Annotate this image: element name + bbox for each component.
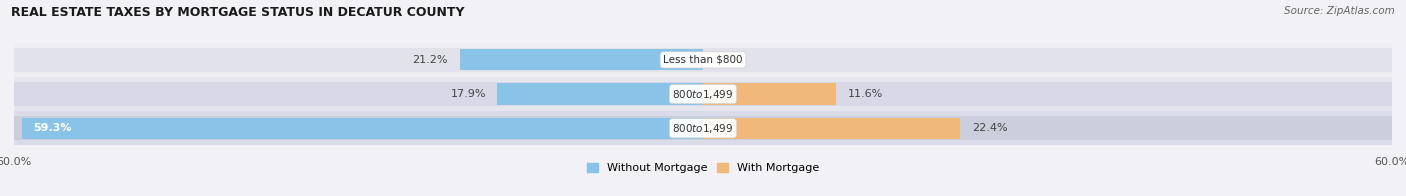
- Bar: [14, 43, 1392, 77]
- Text: 0.0%: 0.0%: [714, 55, 742, 65]
- Text: Source: ZipAtlas.com: Source: ZipAtlas.com: [1284, 6, 1395, 16]
- Text: 22.4%: 22.4%: [972, 123, 1007, 133]
- Text: $800 to $1,499: $800 to $1,499: [672, 122, 734, 135]
- Bar: [14, 82, 1392, 106]
- Text: 17.9%: 17.9%: [450, 89, 486, 99]
- Legend: Without Mortgage, With Mortgage: Without Mortgage, With Mortgage: [588, 163, 818, 173]
- Text: $800 to $1,499: $800 to $1,499: [672, 88, 734, 101]
- Text: Less than $800: Less than $800: [664, 55, 742, 65]
- Text: 11.6%: 11.6%: [848, 89, 883, 99]
- Bar: [22, 118, 703, 139]
- Bar: [14, 48, 1392, 72]
- Text: REAL ESTATE TAXES BY MORTGAGE STATUS IN DECATUR COUNTY: REAL ESTATE TAXES BY MORTGAGE STATUS IN …: [11, 6, 465, 19]
- Bar: [14, 116, 1392, 141]
- Bar: [703, 83, 837, 105]
- Bar: [703, 118, 960, 139]
- Bar: [498, 83, 703, 105]
- Text: 21.2%: 21.2%: [412, 55, 449, 65]
- Text: 59.3%: 59.3%: [34, 123, 72, 133]
- Bar: [460, 49, 703, 71]
- Bar: [14, 77, 1392, 111]
- Bar: [14, 111, 1392, 145]
